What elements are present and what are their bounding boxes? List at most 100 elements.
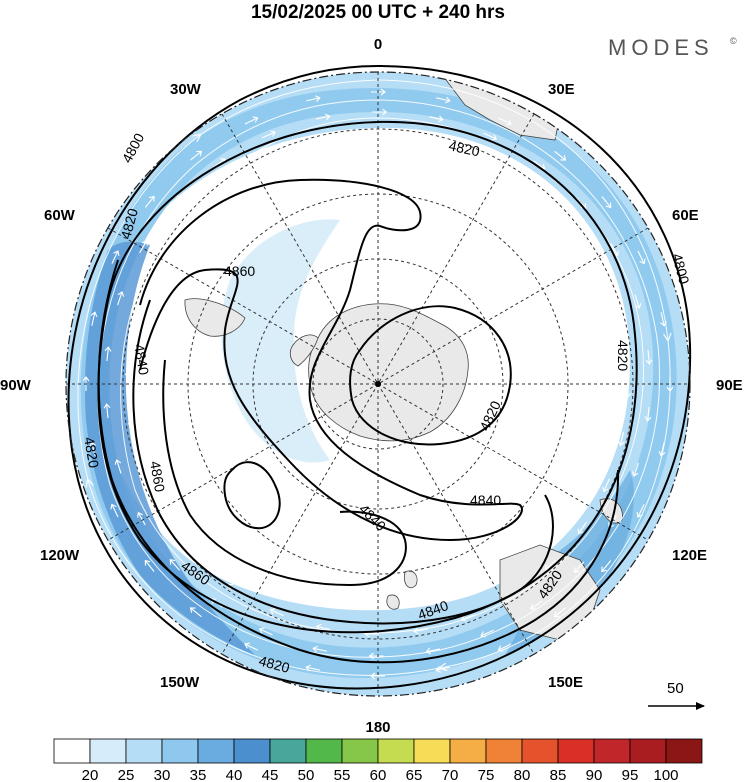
streamline-arrow-glyph — [573, 561, 585, 573]
streamline-arrow-glyph — [244, 116, 259, 125]
streamline-arrow-glyph — [425, 137, 441, 145]
streamline-arrow-glyph — [200, 197, 212, 209]
streamline-arrow-glyph — [189, 607, 202, 618]
colorbar-swatch — [557, 738, 595, 764]
streamline-arrow-glyph — [315, 623, 331, 631]
streamline-arrow-glyph — [645, 349, 653, 365]
colorbar-tick-label: 45 — [262, 767, 279, 782]
streamline-arrow-glyph — [169, 559, 181, 571]
streamline-arrow-glyph — [111, 250, 120, 264]
streamline-arrow-glyph — [658, 442, 666, 457]
graticule — [66, 72, 690, 696]
colorbar-tick-label: 60 — [370, 767, 387, 782]
lon-label-90e: 90E — [716, 377, 743, 394]
streamline-arrow-glyph — [660, 312, 667, 327]
streamline-arrow-glyph — [114, 459, 122, 474]
streamline-arrow-glyph — [553, 206, 565, 218]
colorbar-swatch — [341, 738, 379, 764]
streamline-arrow-glyph — [104, 346, 112, 362]
streamline-arrow-glyph — [608, 287, 616, 302]
colorbar-swatch — [377, 738, 415, 764]
streamline-arrow-glyph — [553, 607, 566, 618]
streamline-arrow-glyph — [624, 382, 632, 398]
streamline-arrow-glyph — [376, 130, 392, 138]
contour-label: 4820 — [81, 436, 102, 470]
streamline-arrow-glyph — [480, 629, 494, 638]
colorbar-tick-label: 65 — [406, 767, 423, 782]
streamline-arrow-glyph — [435, 666, 450, 673]
streamline-inner — [120, 117, 644, 634]
lon-label-30w: 30W — [170, 81, 202, 98]
streamline-arrow-glyph — [262, 130, 276, 139]
streamline-arrow-glyph — [144, 195, 155, 208]
streamline-middle — [97, 99, 660, 658]
map-disk: 4800 4820 4820 4860 4840 4820 4860 4820 … — [65, 65, 693, 697]
streamline-arrow-glyph — [258, 627, 273, 636]
contour-4860-low — [223, 461, 281, 530]
lon-label-120e: 120E — [672, 547, 707, 564]
south-pole-marker — [375, 381, 381, 387]
streamline-arrow-glyph — [617, 431, 625, 447]
streamline-arrow-glyph — [515, 174, 529, 185]
lon-label-150w: 150W — [160, 674, 200, 691]
contour-4860-south — [162, 359, 407, 587]
streamline-arrow-glyph — [144, 559, 155, 572]
colorbar-swatch — [269, 738, 307, 764]
map-title: 15/02/2025 00 UTC + 240 hrs — [251, 2, 505, 23]
colorbar-swatch — [593, 738, 631, 764]
longitude-labels: 0 30E 60E 90E 120E 150E 180 150W 120W 90… — [0, 36, 743, 736]
streamline-arrow-glyph — [634, 294, 642, 309]
colorbar-tick-label: 55 — [334, 767, 351, 782]
streamline-arrow-glyph — [601, 196, 612, 209]
contour-label: 4820 — [117, 206, 141, 240]
streamline-arrow-glyph — [554, 150, 567, 161]
contour-label: 4860 — [147, 460, 168, 494]
colorbar-swatch — [485, 738, 523, 764]
colorbar-swatch — [197, 738, 235, 764]
streamline-arrow-glyph — [237, 168, 251, 178]
height-contours — [67, 65, 692, 690]
colorbar-tick-label: 35 — [190, 767, 207, 782]
streamline-arrow-glyph — [328, 133, 343, 141]
streamline-arrow-glyph — [124, 370, 132, 386]
colorbar-swatch — [53, 738, 91, 764]
south-america-north — [69, 72, 161, 176]
contour-label: 4820 — [615, 340, 631, 371]
streamline-arrow-glyph — [370, 672, 385, 680]
meridian-60e-120w — [107, 227, 649, 541]
streamline-arrow-glyph — [610, 242, 619, 257]
colorbar-swatch — [233, 738, 271, 764]
new-zealand-south — [386, 594, 400, 610]
streamline-arrow-glyph — [162, 511, 172, 525]
brand-registered-mark: © — [730, 36, 737, 46]
lon-label-0: 0 — [374, 36, 382, 53]
streamline-arrow-glyph — [621, 334, 629, 349]
streamline-arrow-glyph — [601, 560, 612, 573]
streamline-arrow-glyph — [244, 642, 258, 651]
streamline-arrow-glyph — [637, 250, 646, 265]
streamline-arrow-glyph — [483, 132, 498, 141]
streamline-arrow-glyph — [315, 113, 331, 121]
colorbar-swatch — [125, 738, 163, 764]
reference-vector: 50 — [648, 680, 705, 710]
lon-label-150e: 150E — [548, 674, 583, 691]
colorbar-tick-label: 95 — [622, 767, 639, 782]
contour-label: 4840 — [470, 492, 501, 508]
streamline-arrow-glyph — [497, 643, 512, 652]
contour-label: 4840 — [131, 343, 152, 377]
lon-label-90w: 90W — [0, 377, 32, 394]
streamline-arrow-glyph — [472, 151, 487, 160]
colorbar-tick-label: 30 — [154, 767, 171, 782]
colorbar-tick-label: 25 — [118, 767, 135, 782]
contour-4860-north — [139, 178, 523, 542]
new-zealand — [403, 570, 418, 589]
streamline-arrow-glyph — [127, 419, 135, 434]
streamline-arrow-glyph — [190, 150, 203, 161]
streamline-arrow-glyph — [191, 550, 203, 562]
meridian-30e-150w — [221, 113, 535, 655]
streamline-arrow-glyph — [368, 652, 384, 660]
streamline-arrow-glyph — [636, 504, 645, 518]
lon-label-60e: 60E — [672, 207, 699, 224]
lon-label-60w: 60W — [44, 207, 76, 224]
colorbar-tick-label: 70 — [442, 767, 459, 782]
